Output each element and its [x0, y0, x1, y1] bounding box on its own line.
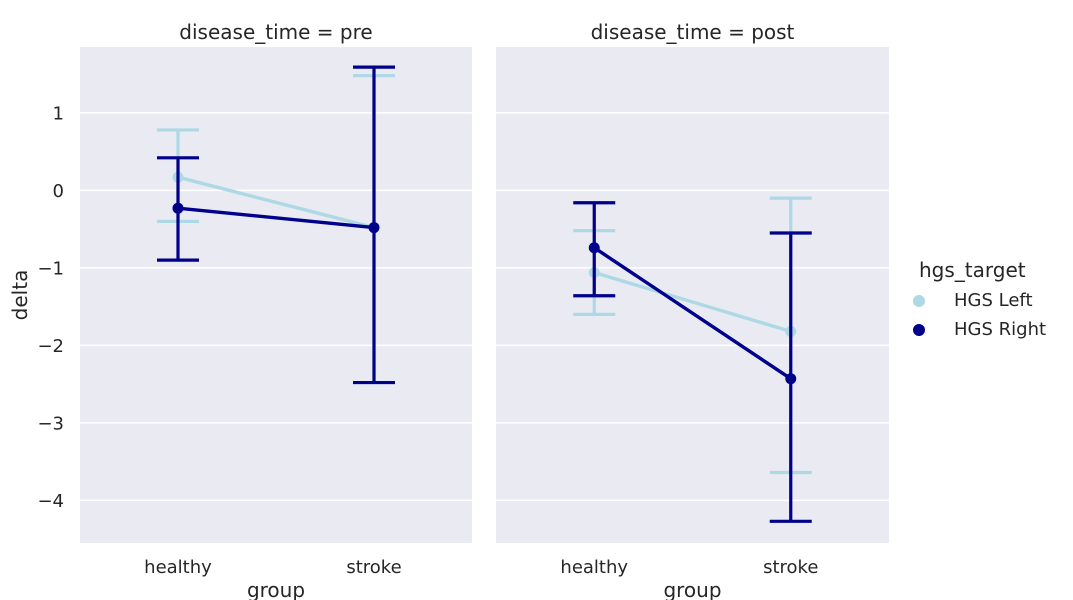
series-line: [593, 246, 792, 381]
x-axis-label: group: [247, 578, 305, 600]
y-tick-label: −3: [37, 413, 64, 434]
x-tick-label: stroke: [763, 557, 818, 578]
data-point: [368, 222, 380, 234]
x-axis-label: group: [663, 578, 721, 600]
legend-label: HGS Left: [954, 290, 1033, 311]
panel-title: disease_time = post: [591, 20, 795, 44]
panel-background: [80, 47, 472, 543]
legend-marker: [913, 324, 925, 336]
y-tick-label: 0: [53, 181, 64, 202]
series-line: [593, 270, 792, 334]
panel-background: [496, 47, 889, 543]
panel-title: disease_time = pre: [179, 20, 372, 44]
x-tick-label: healthy: [560, 557, 628, 578]
legend-label: HGS Right: [954, 319, 1046, 340]
series-line: [177, 175, 375, 230]
y-tick-label: −4: [37, 491, 64, 512]
y-tick-label: 1: [53, 103, 64, 124]
data-point: [785, 373, 797, 385]
x-tick-label: healthy: [144, 557, 212, 578]
data-point: [588, 242, 600, 254]
legend-marker: [913, 295, 925, 307]
y-tick-label: −1: [37, 258, 64, 279]
legend-title: hgs_target: [919, 258, 1026, 282]
x-tick-label: stroke: [346, 557, 401, 578]
series-line: [177, 206, 375, 230]
y-axis-label: delta: [8, 270, 32, 321]
data-point: [172, 202, 184, 214]
y-tick-label: −2: [37, 336, 64, 357]
